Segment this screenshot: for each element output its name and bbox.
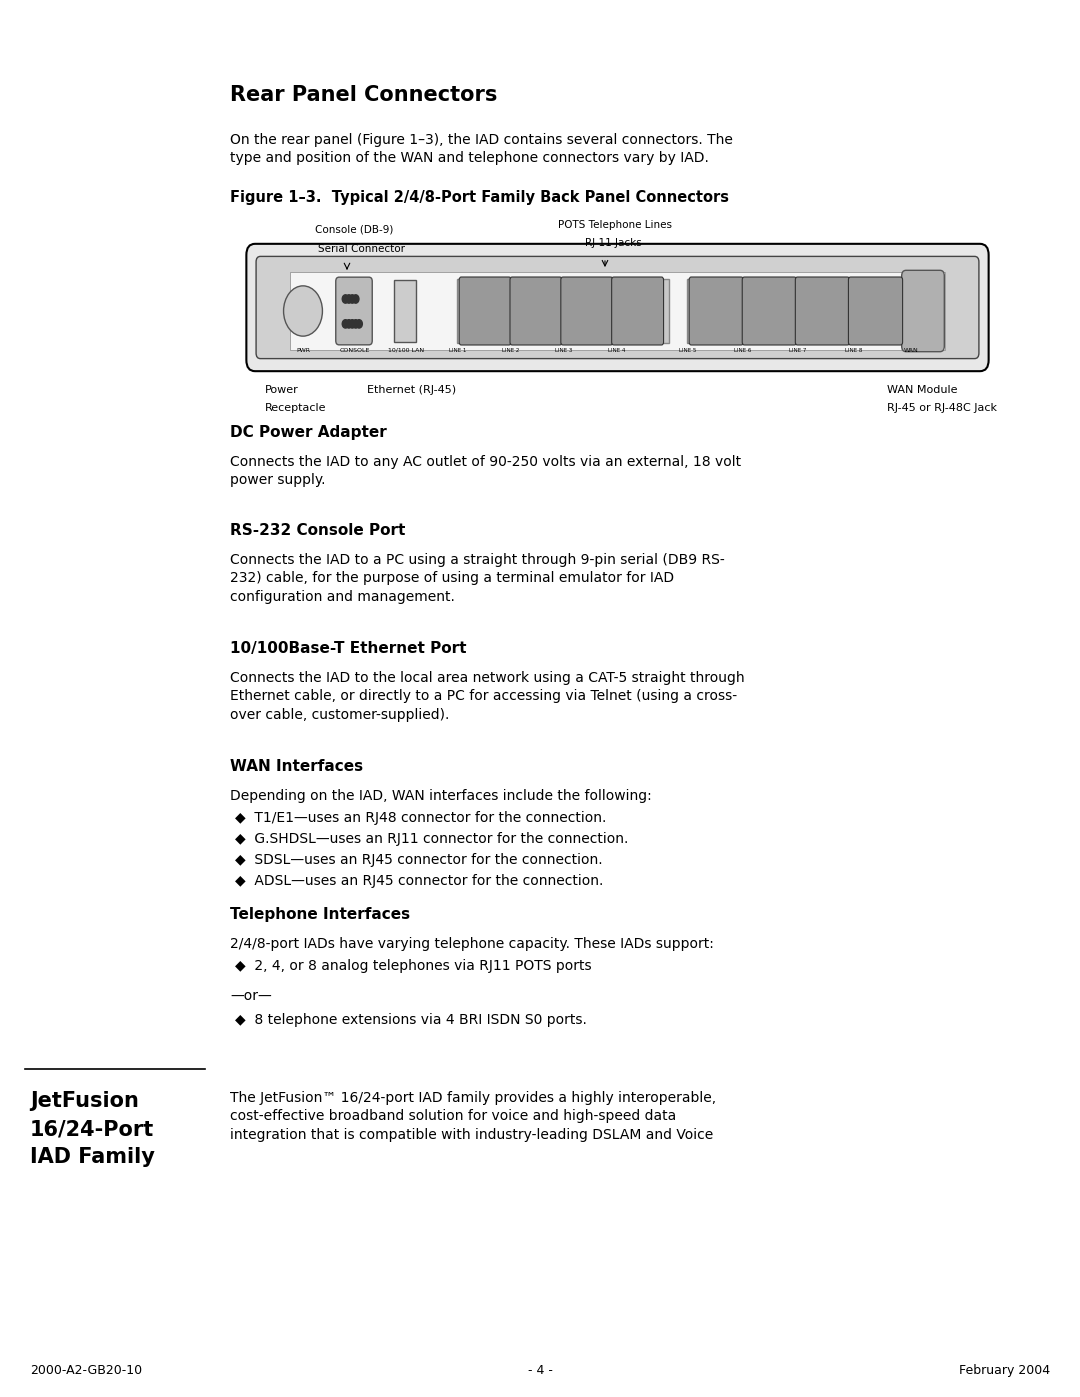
Bar — [291, 272, 945, 351]
FancyBboxPatch shape — [336, 277, 373, 345]
Text: Serial Connector: Serial Connector — [318, 244, 405, 254]
Circle shape — [349, 320, 355, 328]
Text: CONSOLE: CONSOLE — [340, 348, 370, 353]
Text: Console (DB-9): Console (DB-9) — [315, 225, 393, 235]
Text: ◆  T1/E1—uses an RJ48 connector for the connection.: ◆ T1/E1—uses an RJ48 connector for the c… — [235, 812, 606, 826]
Text: ◆  SDSL—uses an RJ45 connector for the connection.: ◆ SDSL—uses an RJ45 connector for the co… — [235, 854, 603, 868]
Text: Rear Panel Connectors: Rear Panel Connectors — [230, 85, 498, 105]
Circle shape — [346, 320, 352, 328]
FancyBboxPatch shape — [246, 244, 988, 372]
Text: LINE 6: LINE 6 — [734, 348, 752, 353]
FancyBboxPatch shape — [611, 277, 663, 345]
Text: ◆  G.SHDSL—uses an RJ11 connector for the connection.: ◆ G.SHDSL—uses an RJ11 connector for the… — [235, 833, 629, 847]
Text: RS-232 Console Port: RS-232 Console Port — [230, 522, 405, 538]
Text: ◆  8 telephone extensions via 4 BRI ISDN S0 ports.: ◆ 8 telephone extensions via 4 BRI ISDN … — [235, 1013, 586, 1027]
FancyBboxPatch shape — [510, 277, 562, 345]
Text: Connects the IAD to the local area network using a CAT-5 straight through
Ethern: Connects the IAD to the local area netwo… — [230, 671, 744, 722]
Text: RJ-45 or RJ-48C Jack: RJ-45 or RJ-48C Jack — [887, 402, 997, 414]
Circle shape — [352, 320, 359, 328]
Circle shape — [352, 295, 359, 303]
Text: February 2004: February 2004 — [959, 1363, 1050, 1377]
Text: LINE 1: LINE 1 — [449, 348, 467, 353]
FancyBboxPatch shape — [459, 277, 511, 345]
Text: ◆  2, 4, or 8 analog telephones via RJ11 POTS ports: ◆ 2, 4, or 8 analog telephones via RJ11 … — [235, 958, 592, 972]
Text: Connects the IAD to a PC using a straight through 9-pin serial (DB9 RS-
232) cab: Connects the IAD to a PC using a straigh… — [230, 553, 725, 604]
Text: DC Power Adapter: DC Power Adapter — [230, 425, 387, 440]
Bar — [457, 279, 669, 344]
FancyBboxPatch shape — [256, 257, 978, 359]
Text: 10/100Base-T Ethernet Port: 10/100Base-T Ethernet Port — [230, 641, 467, 657]
Text: Power: Power — [265, 386, 299, 395]
Text: JetFusion
16/24-Port
IAD Family: JetFusion 16/24-Port IAD Family — [30, 1091, 154, 1166]
Circle shape — [284, 286, 323, 337]
Text: LINE 8: LINE 8 — [845, 348, 862, 353]
FancyBboxPatch shape — [561, 277, 612, 345]
Bar — [687, 279, 908, 344]
Text: LINE 4: LINE 4 — [608, 348, 625, 353]
FancyBboxPatch shape — [902, 270, 944, 352]
Circle shape — [342, 295, 349, 303]
Text: - 4 -: - 4 - — [527, 1363, 553, 1377]
FancyBboxPatch shape — [795, 277, 850, 345]
FancyBboxPatch shape — [742, 277, 796, 345]
Circle shape — [356, 320, 363, 328]
Circle shape — [349, 295, 355, 303]
Text: ◆  ADSL—uses an RJ45 connector for the connection.: ◆ ADSL—uses an RJ45 connector for the co… — [235, 875, 604, 888]
Text: WAN: WAN — [904, 348, 919, 353]
Text: Telephone Interfaces: Telephone Interfaces — [230, 907, 410, 922]
Text: 2/4/8-port IADs have varying telephone capacity. These IADs support:: 2/4/8-port IADs have varying telephone c… — [230, 937, 714, 951]
Text: LINE 2: LINE 2 — [502, 348, 519, 353]
Bar — [394, 279, 416, 342]
Text: LINE 7: LINE 7 — [789, 348, 807, 353]
Text: LINE 3: LINE 3 — [555, 348, 572, 353]
Text: On the rear panel (Figure 1–3), the IAD contains several connectors. The
type an: On the rear panel (Figure 1–3), the IAD … — [230, 133, 733, 165]
Text: 2000-A2-GB20-10: 2000-A2-GB20-10 — [30, 1363, 143, 1377]
Circle shape — [342, 320, 349, 328]
Text: Figure 1–3.  Typical 2/4/8-Port Family Back Panel Connectors: Figure 1–3. Typical 2/4/8-Port Family Ba… — [230, 190, 729, 205]
Text: LINE 5: LINE 5 — [679, 348, 697, 353]
Text: Ethernet (RJ-45): Ethernet (RJ-45) — [367, 386, 456, 395]
Text: —or—: —or— — [230, 989, 272, 1003]
Text: PWR: PWR — [296, 348, 310, 353]
Text: POTS Telephone Lines: POTS Telephone Lines — [558, 219, 672, 231]
FancyBboxPatch shape — [849, 277, 903, 345]
FancyBboxPatch shape — [689, 277, 743, 345]
Text: The JetFusion™ 16/24-port IAD family provides a highly interoperable,
cost-effec: The JetFusion™ 16/24-port IAD family pro… — [230, 1091, 716, 1141]
Text: Receptacle: Receptacle — [265, 402, 326, 414]
Text: Connects the IAD to any AC outlet of 90-250 volts via an external, 18 volt
power: Connects the IAD to any AC outlet of 90-… — [230, 455, 741, 488]
Text: 10/100 LAN: 10/100 LAN — [388, 348, 424, 353]
Text: RJ-11 Jacks: RJ-11 Jacks — [585, 237, 642, 249]
Text: Depending on the IAD, WAN interfaces include the following:: Depending on the IAD, WAN interfaces inc… — [230, 789, 651, 803]
Text: WAN Interfaces: WAN Interfaces — [230, 759, 363, 774]
Circle shape — [346, 295, 352, 303]
Text: WAN Module: WAN Module — [887, 386, 958, 395]
